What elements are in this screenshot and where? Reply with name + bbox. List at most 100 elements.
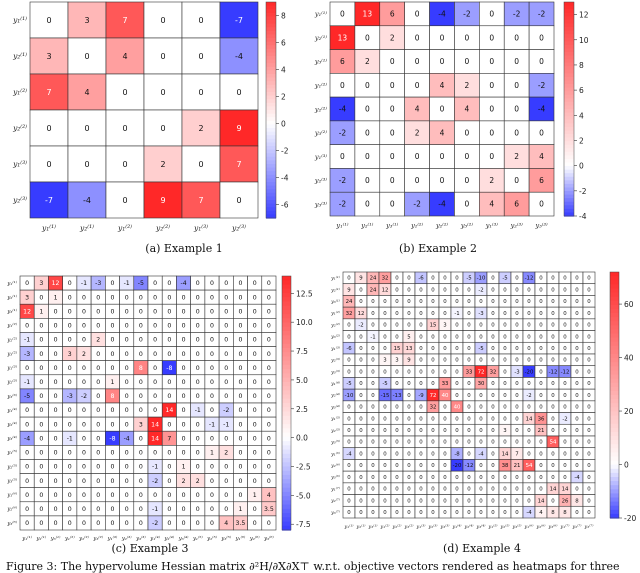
colorbar-segment	[564, 112, 574, 117]
cell-value-label: 0	[479, 463, 483, 469]
cell-value-label: 0	[110, 337, 114, 344]
cell-value-label: 0	[383, 334, 387, 340]
cell-value-label: 0	[383, 487, 387, 493]
heatmap-cell	[219, 181, 259, 219]
cell-value-label: 0	[125, 520, 129, 527]
cell-value-label: 0	[539, 128, 544, 137]
cell-value-label: 14	[538, 498, 545, 504]
cell-value-label: 0	[210, 464, 214, 471]
col-tick-label: y₁⁽⁴⁾	[149, 536, 160, 542]
cell-value-label: 0	[443, 311, 447, 317]
heatmap-cell	[67, 37, 107, 75]
cell-value-label: 0	[551, 416, 555, 422]
cell-value-label: 0	[407, 487, 411, 493]
cell-value-label: 14	[550, 487, 557, 493]
cell-value-label: 0	[139, 450, 143, 457]
colorbar-segment	[282, 288, 291, 294]
cell-value-label: 0	[371, 311, 375, 317]
cell-value-label: 0	[139, 393, 143, 400]
cell-value-label: 0	[464, 152, 469, 161]
cell-value-label: 72	[430, 393, 437, 399]
colorbar-segment	[564, 91, 574, 96]
cell-value-label: 0	[503, 498, 507, 504]
col-tick-label: y₁⁽³⁾	[193, 224, 208, 233]
cell-value-label: 0	[46, 16, 51, 25]
cell-value-label: 0	[503, 334, 507, 340]
colorbar-segment	[282, 339, 291, 345]
colorbar-segment	[282, 525, 291, 531]
colorbar-segment	[282, 470, 291, 476]
heatmap-cell	[219, 37, 259, 75]
cell-value-label: -2	[562, 416, 567, 422]
cell-value-label: 0	[267, 365, 271, 372]
cell-value-label: 0	[563, 393, 567, 399]
cell-value-label: -3	[24, 351, 30, 358]
cell-value-label: 0	[122, 124, 127, 133]
cell-value-label: 0	[395, 463, 399, 469]
heatmap-cell	[181, 145, 221, 183]
cell-value-label: -1	[67, 435, 73, 442]
colorbar-tick-label: 5.0	[296, 376, 308, 385]
cell-value-label: 13	[363, 10, 373, 19]
cell-value-label: 0	[527, 346, 531, 352]
cell-value-label: -1	[81, 280, 87, 287]
cell-value-label: 0	[54, 407, 58, 414]
row-tick-label: y₁⁽¹⁾	[330, 276, 341, 282]
cell-value-label: 0	[551, 334, 555, 340]
colorbar-segment	[266, 153, 276, 158]
cell-value-label: 0	[39, 294, 43, 301]
cell-value-label: 0	[503, 440, 507, 446]
cell-value-label: 0	[489, 57, 494, 66]
cell-value-label: 0	[431, 475, 435, 481]
cell-value-label: 0	[267, 478, 271, 485]
row-tick-label: y₃⁽⁴⁾	[6, 436, 17, 442]
cell-value-label: 2	[160, 160, 165, 169]
colorbar-segment	[282, 500, 291, 506]
cell-value-label: 4	[440, 81, 445, 90]
heatmap-cell	[582, 505, 596, 519]
cell-value-label: 0	[25, 520, 29, 527]
cell-value-label: 0	[68, 407, 72, 414]
cell-value-label: -2	[538, 81, 546, 90]
cell-value-label: 0	[515, 358, 519, 364]
cell-value-label: 0	[196, 464, 200, 471]
cell-value-label: 0	[96, 520, 100, 527]
col-tick-label: y₂⁽³⁾	[121, 536, 132, 542]
cell-value-label: 3	[139, 421, 143, 428]
cell-value-label: 0	[395, 299, 399, 305]
cell-value-label: 0	[515, 346, 519, 352]
cell-value-label: 0	[39, 407, 43, 414]
col-tick-label: y₁⁽²⁾	[117, 224, 132, 233]
cell-value-label: 0	[440, 105, 445, 114]
cell-value-label: -2	[152, 520, 158, 527]
cell-value-label: 0	[467, 323, 471, 329]
cell-value-label: 0	[390, 200, 395, 209]
cell-value-label: 0	[514, 81, 519, 90]
colorbar-segment	[564, 123, 574, 128]
colorbar-segment	[564, 166, 574, 171]
cell-value-label: 0	[238, 478, 242, 485]
cell-value-label: 0	[395, 440, 399, 446]
cell-value-label: -8	[166, 365, 172, 372]
colorbar-segment	[266, 120, 276, 125]
cell-value-label: 0	[371, 381, 375, 387]
cell-value-label: 0	[82, 294, 86, 301]
cell-value-label: 0	[563, 346, 567, 352]
colorbar-segment	[564, 191, 574, 196]
cell-value-label: 0	[479, 393, 483, 399]
col-tick-label: y₃⁽²⁾	[92, 536, 103, 542]
cell-value-label: 4	[539, 152, 544, 161]
cell-value-label: 0	[238, 421, 242, 428]
cell-value-label: 0	[415, 57, 420, 66]
cell-value-label: 0	[110, 450, 114, 457]
cell-value-label: 0	[587, 311, 591, 317]
cell-value-label: 0	[407, 299, 411, 305]
cell-value-label: 0	[68, 520, 72, 527]
cell-value-label: 0	[110, 294, 114, 301]
colorbar-segment	[282, 331, 291, 336]
cell-value-label: 0	[455, 346, 459, 352]
cell-value-label: 0	[491, 475, 495, 481]
cell-value-label: 0	[210, 351, 214, 358]
cell-value-label: 0	[160, 124, 165, 133]
cell-value-label: 0	[491, 463, 495, 469]
